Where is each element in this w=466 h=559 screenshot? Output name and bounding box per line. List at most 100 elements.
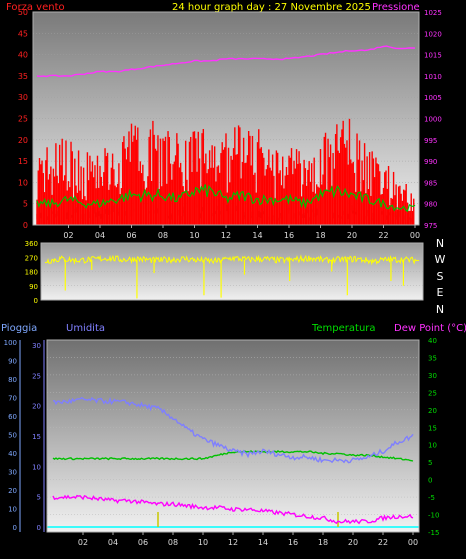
x-tick-label: 12	[228, 538, 238, 547]
humidity-tick-label: 30	[32, 342, 41, 350]
temp-tick-label: 25	[428, 389, 437, 397]
direction-tick-label: 270	[25, 254, 38, 262]
right-tick-label: 1010	[424, 73, 442, 81]
rain-tick-label: 0	[13, 524, 17, 532]
temperature-panel-frame	[46, 339, 420, 533]
rain-tick-label: 60	[8, 413, 17, 421]
legend-temperature: Temperatura	[311, 323, 376, 334]
rain-tick-label: 80	[8, 376, 17, 384]
pressure-series	[36, 45, 416, 78]
right-tick-label: 1025	[424, 9, 442, 17]
avg-wind-series	[36, 184, 416, 213]
direction-tick-label: 180	[25, 269, 38, 277]
x-tick-label: 14	[252, 231, 262, 240]
x-tick-label: 04	[108, 538, 118, 547]
x-tick-label: 00	[408, 538, 418, 547]
left-tick-label: 20	[18, 136, 28, 145]
compass-letter: E	[437, 286, 444, 299]
rain-tick-label: 100	[4, 339, 17, 347]
compass-letter: N	[436, 303, 444, 316]
humidity-tick-label: 5	[37, 494, 41, 502]
x-tick-label: 08	[168, 538, 178, 547]
compass-letter: N	[436, 237, 444, 250]
temperature-panel-grid	[47, 357, 419, 515]
compass-letter: S	[437, 270, 444, 283]
humidity-line	[53, 396, 414, 464]
humidity-tick-label: 0	[37, 524, 41, 532]
left-tick-label: 35	[18, 72, 28, 81]
compass-letter: W	[435, 253, 446, 266]
legend-rain: Pioggia	[1, 323, 37, 334]
right-tick-label: 995	[424, 137, 437, 145]
wind-direction-series	[44, 254, 420, 299]
x-tick-label: 18	[315, 231, 325, 240]
humidity-tick-label: 20	[32, 403, 41, 411]
temp-tick-label: -10	[428, 512, 439, 520]
rain-tick-label: 70	[8, 395, 17, 403]
rain-tick-label: 10	[8, 506, 17, 514]
x-tick-label: 04	[95, 231, 105, 240]
gust-series	[36, 118, 415, 225]
direction-panel-grid	[41, 257, 423, 286]
direction-tick-label: 0	[34, 297, 38, 305]
avg-wind-line	[36, 184, 416, 213]
legend-dewpoint: Dew Point (°C)	[394, 323, 466, 334]
temperature-panel-background	[47, 340, 419, 532]
right-tick-label: 1020	[424, 30, 442, 38]
direction-tick-label: 90	[29, 283, 38, 291]
temp-tick-label: 15	[428, 424, 437, 432]
humidity-tick-label: 10	[32, 463, 41, 471]
rain-tick-label: 40	[8, 450, 17, 458]
left-tick-label: 40	[18, 51, 28, 60]
dewpoint-line	[52, 494, 414, 525]
right-tick-label: 1015	[424, 52, 442, 60]
left-tick-label: 25	[18, 115, 28, 124]
left-tick-label: 0	[23, 221, 28, 230]
humidity-tick-label: 25	[32, 372, 41, 380]
x-tick-label: 10	[189, 231, 199, 240]
right-tick-label: 990	[424, 158, 437, 166]
right-tick-label: 975	[424, 222, 437, 230]
wind-panel-ticks: 0510152025303540455097598098599099510001…	[18, 8, 442, 240]
left-tick-label: 30	[18, 93, 28, 102]
x-tick-label: 06	[138, 538, 148, 547]
x-tick-label: 22	[378, 538, 388, 547]
direction-line	[44, 254, 420, 266]
x-tick-label: 16	[284, 231, 294, 240]
left-tick-label: 50	[18, 8, 28, 17]
rain-tick-label: 50	[8, 432, 17, 440]
right-tick-label: 980	[424, 201, 437, 209]
left-tick-label: 45	[18, 29, 28, 38]
x-tick-label: 16	[288, 538, 298, 547]
right-tick-label: 1000	[424, 116, 442, 124]
wind-panel-frame	[32, 11, 420, 226]
temperature-panel-series	[47, 396, 419, 528]
direction-panel-frame	[40, 242, 424, 301]
legend-humidity: Umidita	[66, 323, 105, 334]
temp-tick-label: 30	[428, 372, 437, 380]
x-tick-label: 18	[318, 538, 328, 547]
direction-tick-label: 360	[25, 240, 38, 248]
x-tick-label: 20	[348, 538, 358, 547]
rain-tick-label: 20	[8, 487, 17, 495]
temp-tick-label: 10	[428, 442, 437, 450]
left-tick-label: 10	[18, 178, 28, 187]
chart-title: 24 hour graph day : 27 Novembre 2025	[172, 2, 371, 13]
x-tick-label: 08	[158, 231, 168, 240]
humidity-tick-label: 15	[32, 433, 41, 441]
x-tick-label: 22	[378, 231, 388, 240]
temp-tick-label: 0	[428, 477, 432, 485]
pressure-axis-title: Pressione	[372, 2, 420, 13]
x-tick-label: 14	[258, 538, 268, 547]
right-tick-label: 985	[424, 179, 437, 187]
temp-tick-label: 20	[428, 407, 437, 415]
right-tick-label: 1005	[424, 94, 442, 102]
temp-tick-label: 5	[428, 459, 432, 467]
x-tick-label: 06	[126, 231, 136, 240]
left-tick-label: 5	[23, 200, 28, 209]
temp-tick-label: 35	[428, 354, 437, 362]
pressure-line	[36, 45, 416, 78]
left-tick-label: 15	[18, 157, 28, 166]
